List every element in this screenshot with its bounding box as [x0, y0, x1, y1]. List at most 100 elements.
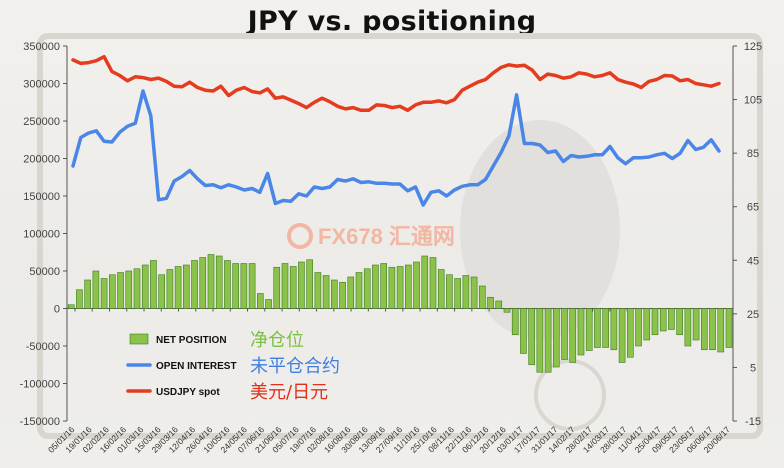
net-position-bar: [520, 308, 527, 354]
net-position-bar: [289, 266, 297, 309]
net-position-bar: [257, 293, 264, 309]
legend: NET POSITION 净仓位 OPEN INTEREST 未平仓合约 USDJPY …: [126, 330, 340, 403]
left-tick-label: 150000: [23, 191, 60, 203]
legend-chinese-label: 美元/日元: [250, 382, 328, 403]
left-tick-label: -50000: [26, 341, 60, 353]
net-position-bar: [232, 263, 239, 309]
right-tick-label: 105: [744, 95, 762, 107]
legend-chinese-label: 净仓位: [250, 330, 304, 351]
legend-swatch: [129, 333, 149, 345]
net-position-bar: [166, 269, 174, 309]
net-position-bar: [602, 308, 609, 348]
net-position-bar: [717, 308, 725, 353]
net-position-bar: [355, 272, 363, 309]
net-position-bar: [150, 260, 157, 309]
net-position-bar: [643, 308, 651, 341]
note-border: [37, 33, 763, 439]
net-position-bar: [372, 264, 379, 309]
net-position-bar: [470, 276, 478, 309]
net-position-bar: [67, 304, 75, 309]
left-tick-label: 250000: [23, 116, 60, 128]
right-tick-label: 25: [747, 309, 759, 321]
net-position-bar: [183, 264, 190, 309]
net-position-bar: [585, 308, 593, 351]
right-tick-label: 125: [744, 41, 762, 53]
net-position-bar: [577, 308, 585, 356]
net-position-bar: [528, 308, 535, 366]
right-tick-label: 45: [747, 255, 759, 267]
net-position-bar: [413, 261, 420, 309]
net-position-bar: [133, 268, 141, 309]
net-position-bar: [314, 272, 322, 309]
net-position-bar: [462, 275, 470, 309]
net-position-bar: [437, 269, 445, 309]
portrait-shape: [460, 120, 620, 340]
net-position-bar: [396, 266, 404, 309]
left-tick-label: 0: [54, 304, 60, 316]
net-position-bar: [684, 308, 692, 347]
net-position-bar: [635, 308, 642, 347]
series-lines: [71, 54, 721, 207]
legend-label: USDJPY spot: [156, 387, 220, 398]
net-position-bar: [380, 263, 387, 309]
net-position-bar: [281, 263, 289, 309]
left-tick-label: 350000: [23, 41, 60, 53]
net-position-bar: [76, 289, 83, 309]
net-position-bar: [298, 261, 305, 309]
net-position-bar: [618, 308, 626, 363]
legend-chinese-label: 未平仓合约: [250, 356, 340, 377]
net-position-bar: [199, 257, 207, 309]
net-position-bar: [339, 281, 346, 309]
usdjpy-spot-line: [71, 54, 721, 113]
net-position-bar: [692, 308, 700, 341]
net-position-bar: [553, 308, 560, 368]
legend-label: NET POSITION: [156, 335, 227, 346]
net-position-bar: [446, 274, 453, 309]
net-position-bar: [347, 276, 355, 309]
net-position-bar: [322, 275, 330, 309]
left-tick-label: 300000: [23, 79, 60, 91]
net-position-bar: [627, 308, 634, 358]
net-position-bar: [265, 299, 272, 309]
net-position-bar: [544, 308, 552, 373]
net-position-bar: [363, 268, 371, 309]
left-tick-label: 100000: [23, 229, 60, 241]
banknote-background: [37, 33, 763, 439]
watermark-text: FX678 汇通网: [318, 224, 455, 249]
net-position-bar: [215, 255, 223, 309]
net-position-bar: [668, 308, 675, 330]
net-position-bar: [117, 272, 124, 309]
net-position-bar: [487, 296, 494, 309]
net-position-bar: [429, 257, 437, 309]
net-position-bar: [84, 279, 91, 309]
watermark-logo-icon: [287, 223, 313, 249]
net-position-bar: [709, 308, 716, 351]
left-tick-label: -100000: [20, 379, 60, 391]
net-position-bar: [100, 278, 108, 309]
legend-label: OPEN INTEREST: [156, 361, 237, 372]
open-interest-line: [71, 89, 721, 207]
net-position-bar: [569, 308, 577, 363]
net-position-bar: [479, 285, 486, 309]
net-position-bar: [503, 308, 511, 313]
right-tick-label: -15: [745, 416, 761, 428]
net-position-bar: [331, 279, 338, 309]
net-position-bar: [659, 308, 667, 332]
net-position-bar: [421, 255, 429, 309]
net-position-bars: [67, 254, 733, 373]
net-position-bar: [701, 308, 708, 351]
right-tick-label: 5: [750, 362, 756, 374]
right-tick-label: 85: [747, 148, 759, 160]
net-position-bar: [174, 266, 182, 309]
net-position-bar: [92, 270, 100, 309]
net-position-bar: [610, 308, 618, 351]
right-tick-label: 65: [747, 202, 759, 214]
net-position-bar: [561, 308, 568, 360]
watermark: FX678 汇通网: [287, 223, 455, 249]
net-position-bar: [158, 274, 165, 309]
net-position-bar: [207, 254, 215, 309]
net-position-bar: [109, 274, 116, 309]
chart-title: JPY vs. positioning: [247, 6, 537, 37]
